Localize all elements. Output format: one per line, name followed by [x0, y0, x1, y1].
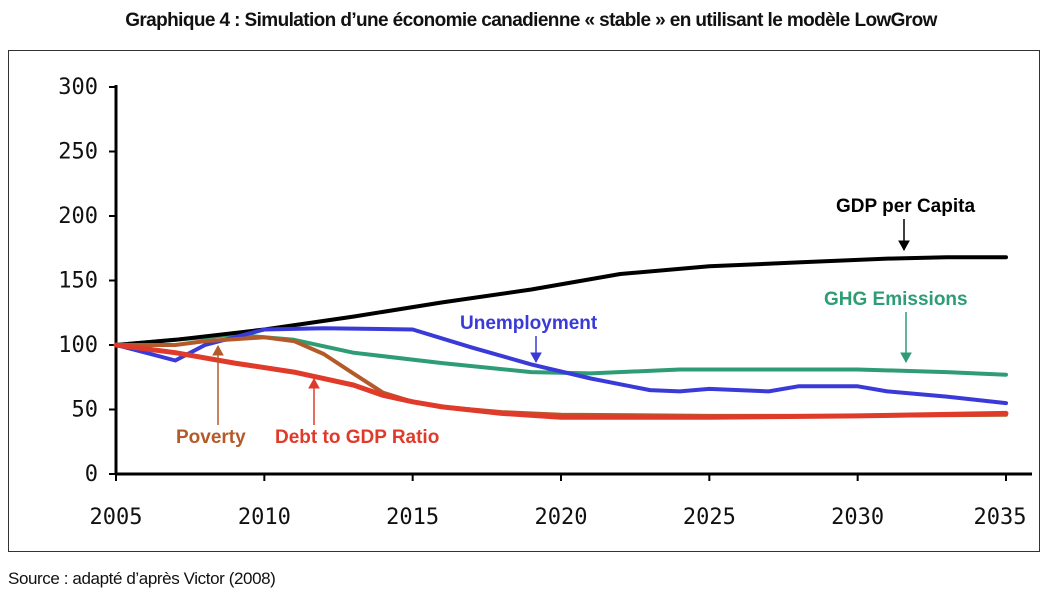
annotation-label-poverty: Poverty	[176, 427, 246, 448]
x-tick-label: 2020	[535, 505, 588, 530]
annotation-label-unemployment: Unemployment	[460, 313, 598, 334]
x-tick-label: 2025	[683, 505, 736, 530]
series-line-debt-to-gdp-ratio	[113, 342, 1009, 420]
chart-title: Graphique 4 : Simulation d’une économie …	[125, 10, 937, 31]
y-tick-label: 250	[58, 140, 98, 165]
annotation-label-gdp-per-capita: GDP per Capita	[836, 196, 975, 217]
x-tick-label: 2035	[974, 505, 1027, 530]
series-line-gdp-per-capita	[114, 255, 1008, 347]
chart-frame	[8, 50, 1040, 552]
annotation-arrowhead-poverty	[212, 344, 224, 356]
y-tick-label: 50	[72, 398, 99, 423]
y-tick-label: 200	[58, 204, 98, 229]
annotation-label-debt-to-gdp-ratio: Debt to GDP Ratio	[275, 427, 439, 448]
annotation-arrowhead-ghg-emissions	[900, 352, 912, 364]
x-tick-label: 2005	[90, 505, 143, 530]
x-tick-label: 2015	[386, 505, 439, 530]
x-tick-label: 2010	[238, 505, 291, 530]
y-tick-label: 300	[58, 75, 98, 100]
source-note: Source : adapté d’après Victor (2008)	[8, 569, 276, 588]
annotation-arrowhead-gdp-per-capita	[898, 240, 910, 252]
annotation-arrowhead-unemployment	[530, 352, 542, 364]
annotation-label-ghg-emissions: GHG Emissions	[824, 289, 968, 310]
series-line-ghg-emissions	[114, 332, 1008, 377]
x-tick-label: 2030	[831, 505, 884, 530]
y-tick-label: 100	[58, 333, 98, 358]
annotation-arrowhead-debt-to-gdp-ratio	[308, 377, 320, 389]
y-tick-label: 150	[58, 269, 98, 294]
series-line-poverty	[114, 335, 1008, 418]
y-tick-label: 0	[85, 462, 98, 487]
